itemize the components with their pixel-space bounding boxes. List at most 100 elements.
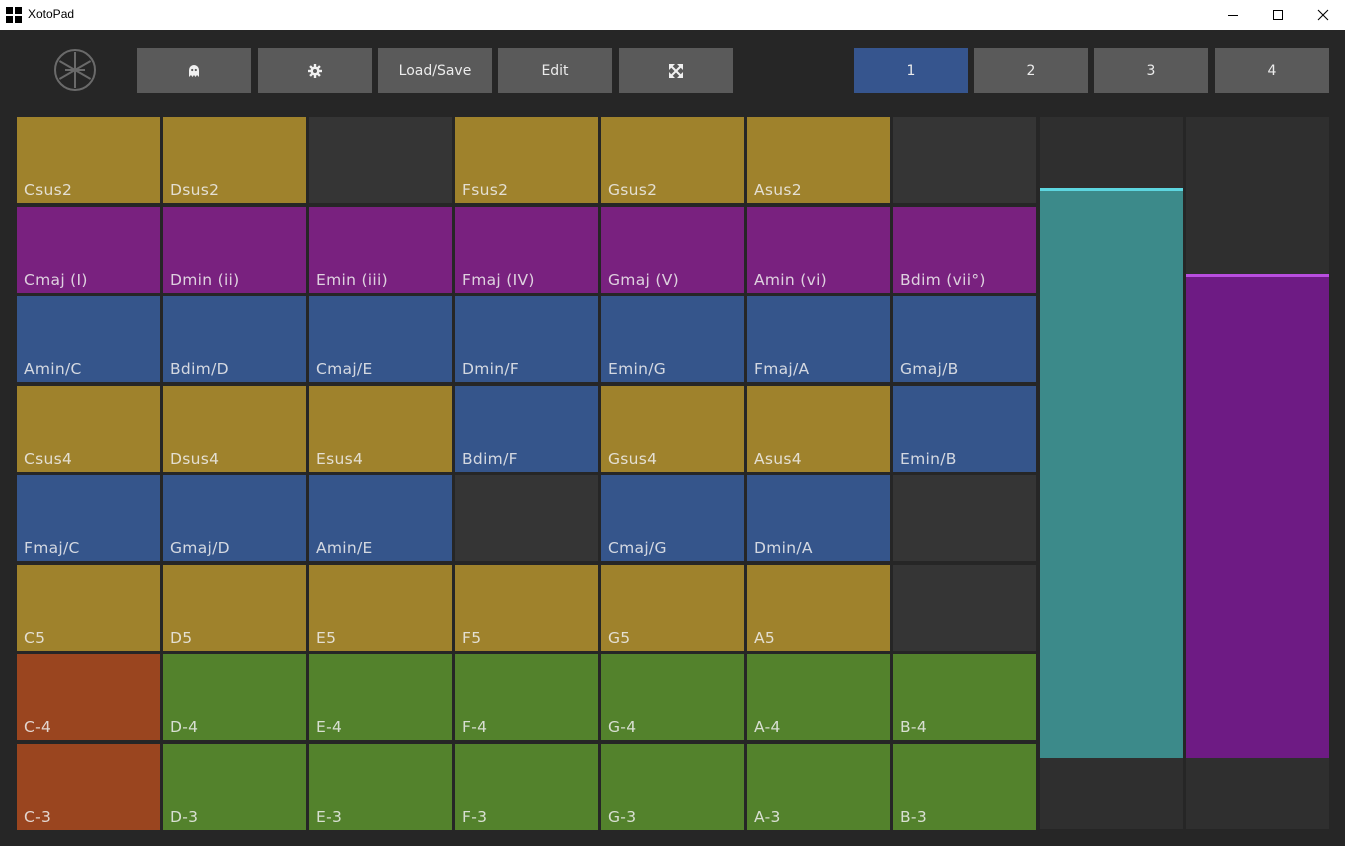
gear-icon: [308, 63, 322, 78]
slider-handle[interactable]: [1040, 188, 1183, 191]
page-tab-4[interactable]: 4: [1215, 48, 1329, 93]
slider-2[interactable]: [1186, 117, 1329, 829]
page-tab-3[interactable]: 3: [1094, 48, 1208, 93]
chord-pad[interactable]: Fmaj (IV): [455, 207, 598, 293]
slider-fill: [1186, 274, 1329, 758]
chord-pad[interactable]: Dsus2: [163, 117, 306, 203]
chord-pad-label: Emin (iii): [316, 271, 388, 289]
chord-pad[interactable]: G5: [601, 565, 744, 651]
chord-pad[interactable]: Bdim (vii°): [893, 207, 1036, 293]
chord-pad[interactable]: B-3: [893, 744, 1036, 830]
chord-pad-label: Csus2: [24, 181, 73, 199]
load-save-button[interactable]: Load/Save: [378, 48, 492, 93]
slider-handle[interactable]: [1186, 274, 1329, 277]
empty-pad[interactable]: [309, 117, 452, 203]
chord-pad-label: Bdim (vii°): [900, 271, 986, 289]
chord-pad[interactable]: Cmaj (I): [17, 207, 160, 293]
chord-pad[interactable]: C5: [17, 565, 160, 651]
chord-pad[interactable]: Cmaj/E: [309, 296, 452, 382]
title-bar: XotoPad: [0, 0, 1345, 30]
chord-pad[interactable]: Gsus4: [601, 386, 744, 472]
chord-pad[interactable]: Cmaj/G: [601, 475, 744, 561]
chord-pad[interactable]: Dmin/F: [455, 296, 598, 382]
chord-pad[interactable]: Emin/G: [601, 296, 744, 382]
chord-pad-label: Cmaj/E: [316, 360, 373, 378]
chord-pad-label: E5: [316, 629, 337, 647]
chord-pad[interactable]: Dsus4: [163, 386, 306, 472]
slider-1[interactable]: [1040, 117, 1183, 829]
chord-pad-label: C5: [24, 629, 46, 647]
chord-pad-label: D-4: [170, 718, 199, 736]
chord-pad[interactable]: F-4: [455, 654, 598, 740]
chord-pad[interactable]: A-3: [747, 744, 890, 830]
chord-pad[interactable]: F5: [455, 565, 598, 651]
fullscreen-button[interactable]: [619, 48, 733, 93]
chord-pad[interactable]: Amin (vi): [747, 207, 890, 293]
chord-pad[interactable]: G-3: [601, 744, 744, 830]
chord-pad[interactable]: Fsus2: [455, 117, 598, 203]
page-tab-2[interactable]: 2: [974, 48, 1088, 93]
chord-pad[interactable]: E-3: [309, 744, 452, 830]
chord-pad-label: C-3: [24, 808, 52, 826]
chord-pad[interactable]: A5: [747, 565, 890, 651]
chord-pad-label: Csus4: [24, 450, 73, 468]
chord-pad-label: C-4: [24, 718, 52, 736]
chord-pad[interactable]: D-4: [163, 654, 306, 740]
close-icon: [1317, 9, 1329, 21]
chord-pad[interactable]: Bdim/F: [455, 386, 598, 472]
chord-pad-label: Emin/B: [900, 450, 957, 468]
chord-pad[interactable]: E-4: [309, 654, 452, 740]
chord-pad[interactable]: Asus2: [747, 117, 890, 203]
chord-pad-label: G-3: [608, 808, 637, 826]
chord-pad[interactable]: Esus4: [309, 386, 452, 472]
chord-pad-label: D-3: [170, 808, 199, 826]
chord-pad[interactable]: Dmin (ii): [163, 207, 306, 293]
page-tab-1[interactable]: 1: [854, 48, 968, 93]
chord-pad[interactable]: Bdim/D: [163, 296, 306, 382]
maximize-button[interactable]: [1255, 0, 1301, 30]
chord-pad[interactable]: D5: [163, 565, 306, 651]
edit-button[interactable]: Edit: [498, 48, 612, 93]
chord-pad[interactable]: Fmaj/C: [17, 475, 160, 561]
empty-pad[interactable]: [893, 117, 1036, 203]
ghost-button[interactable]: [137, 48, 251, 93]
settings-button[interactable]: [258, 48, 372, 93]
chord-pad[interactable]: Emin/B: [893, 386, 1036, 472]
minimize-button[interactable]: [1210, 0, 1256, 30]
chord-pad[interactable]: Gsus2: [601, 117, 744, 203]
chord-pad[interactable]: B-4: [893, 654, 1036, 740]
empty-pad[interactable]: [455, 475, 598, 561]
chord-pad[interactable]: F-3: [455, 744, 598, 830]
chord-pad[interactable]: Dmin/A: [747, 475, 890, 561]
empty-pad[interactable]: [893, 565, 1036, 651]
chord-pad-label: A-3: [754, 808, 781, 826]
window-title: XotoPad: [28, 7, 75, 21]
chord-pad[interactable]: C-3: [17, 744, 160, 830]
chord-pad[interactable]: C-4: [17, 654, 160, 740]
chord-pad[interactable]: Gmaj/D: [163, 475, 306, 561]
chord-pad[interactable]: Amin/C: [17, 296, 160, 382]
chord-pad-label: Cmaj (I): [24, 271, 88, 289]
chord-pad[interactable]: Emin (iii): [309, 207, 452, 293]
chord-pad[interactable]: Gmaj (V): [601, 207, 744, 293]
xotopad-logo-icon: [54, 49, 96, 91]
chord-pad-label: E-4: [316, 718, 343, 736]
chord-pad[interactable]: Csus4: [17, 386, 160, 472]
chord-pad[interactable]: G-4: [601, 654, 744, 740]
chord-pad[interactable]: Csus2: [17, 117, 160, 203]
chord-pad[interactable]: E5: [309, 565, 452, 651]
empty-pad[interactable]: [893, 475, 1036, 561]
chord-pad-label: A-4: [754, 718, 781, 736]
close-button[interactable]: [1300, 0, 1345, 30]
chord-pad-label: Fsus2: [462, 181, 509, 199]
chord-pad[interactable]: A-4: [747, 654, 890, 740]
chord-pad[interactable]: Fmaj/A: [747, 296, 890, 382]
chord-pad-label: Emin/G: [608, 360, 667, 378]
chord-pad-label: E-3: [316, 808, 343, 826]
chord-pad-label: Fmaj (IV): [462, 271, 535, 289]
app-icon: [6, 7, 22, 23]
chord-pad[interactable]: D-3: [163, 744, 306, 830]
chord-pad[interactable]: Amin/E: [309, 475, 452, 561]
chord-pad[interactable]: Asus4: [747, 386, 890, 472]
chord-pad[interactable]: Gmaj/B: [893, 296, 1036, 382]
